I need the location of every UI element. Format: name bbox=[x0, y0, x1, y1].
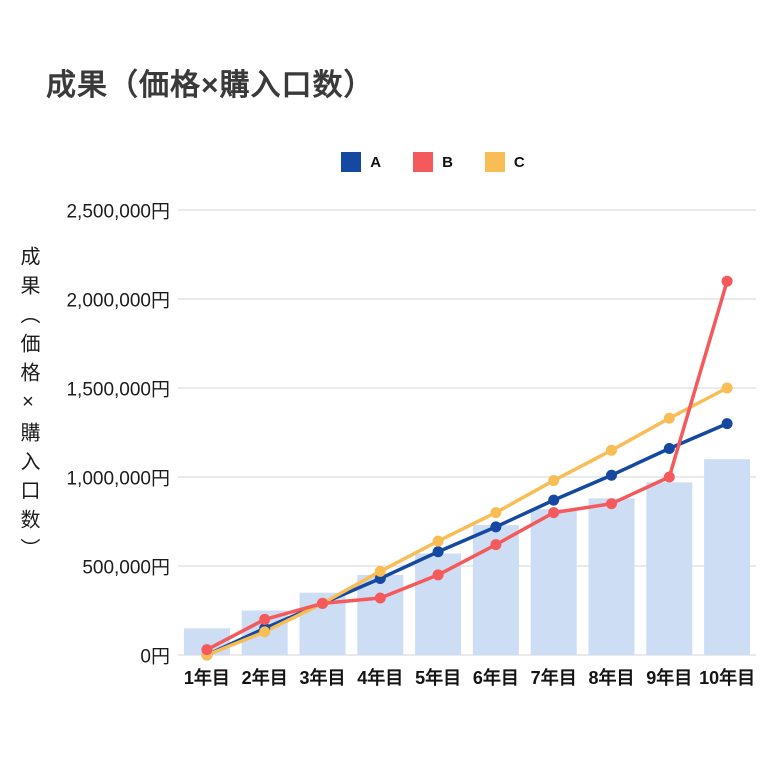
legend-item-A: A bbox=[341, 152, 381, 172]
data-point-A bbox=[432, 546, 444, 558]
legend-swatch-B bbox=[413, 152, 434, 172]
legend-swatch-A bbox=[341, 152, 362, 172]
chart-title: 成果（価格×購入口数） bbox=[46, 69, 375, 102]
y-tick-label: 2,000,000円 bbox=[66, 290, 170, 312]
legend-swatch-C bbox=[484, 152, 505, 172]
legend-item-C: C bbox=[484, 152, 525, 172]
y-tick-label: 1,500,000円 bbox=[66, 379, 170, 401]
y-axis-title: 成果（価格×購入口数） bbox=[17, 246, 39, 567]
data-point-A bbox=[490, 521, 502, 533]
x-tick-label: 7年目 bbox=[530, 668, 577, 688]
data-point-B bbox=[432, 569, 444, 581]
data-point-C bbox=[663, 412, 675, 424]
data-point-C bbox=[374, 565, 386, 577]
chart-legend: A B C bbox=[110, 152, 756, 172]
x-tick-label: 2年目 bbox=[241, 668, 288, 688]
x-tick-label: 10年目 bbox=[699, 668, 756, 688]
data-point-B bbox=[721, 275, 733, 287]
bar bbox=[646, 482, 693, 655]
data-point-C bbox=[548, 475, 560, 487]
data-point-B bbox=[317, 597, 328, 609]
x-tick-label: 6年目 bbox=[472, 668, 519, 688]
bar bbox=[357, 574, 404, 655]
data-point-B bbox=[259, 613, 271, 625]
legend-label: C bbox=[513, 153, 525, 171]
data-point-A bbox=[721, 418, 733, 430]
data-point-A bbox=[548, 494, 560, 506]
y-tick-label: 0円 bbox=[140, 646, 170, 668]
data-point-B bbox=[201, 644, 213, 656]
line-series-C bbox=[205, 386, 729, 657]
bar bbox=[588, 498, 635, 655]
data-point-B bbox=[548, 507, 560, 519]
data-point-C bbox=[721, 382, 733, 394]
x-tick-label: 4年目 bbox=[357, 668, 404, 688]
data-point-C bbox=[606, 444, 617, 456]
x-tick-label: 3年目 bbox=[299, 668, 346, 688]
x-tick-label: 9年目 bbox=[646, 668, 693, 688]
legend-label: B bbox=[442, 153, 453, 171]
y-tick-label: 1,000,000円 bbox=[66, 468, 170, 490]
x-tick-label: 1年目 bbox=[183, 668, 230, 688]
bar bbox=[704, 459, 751, 655]
bar bbox=[415, 553, 462, 655]
data-point-C bbox=[432, 535, 444, 547]
data-point-A bbox=[663, 443, 675, 455]
data-point-B bbox=[606, 498, 617, 510]
line-series-B bbox=[205, 279, 729, 652]
legend-item-B: B bbox=[413, 152, 453, 172]
x-tick-label: 5年目 bbox=[415, 668, 462, 688]
data-point-C bbox=[259, 626, 271, 638]
data-point-B bbox=[374, 592, 386, 604]
legend-label: A bbox=[370, 153, 382, 171]
data-point-C bbox=[490, 507, 502, 519]
data-point-B bbox=[663, 471, 675, 483]
y-tick-label: 500,000円 bbox=[82, 557, 170, 579]
data-point-A bbox=[606, 469, 617, 481]
y-tick-label: 2,500,000円 bbox=[66, 201, 170, 223]
bar bbox=[530, 509, 577, 655]
x-tick-label: 8年目 bbox=[588, 668, 635, 688]
data-point-B bbox=[490, 539, 502, 551]
